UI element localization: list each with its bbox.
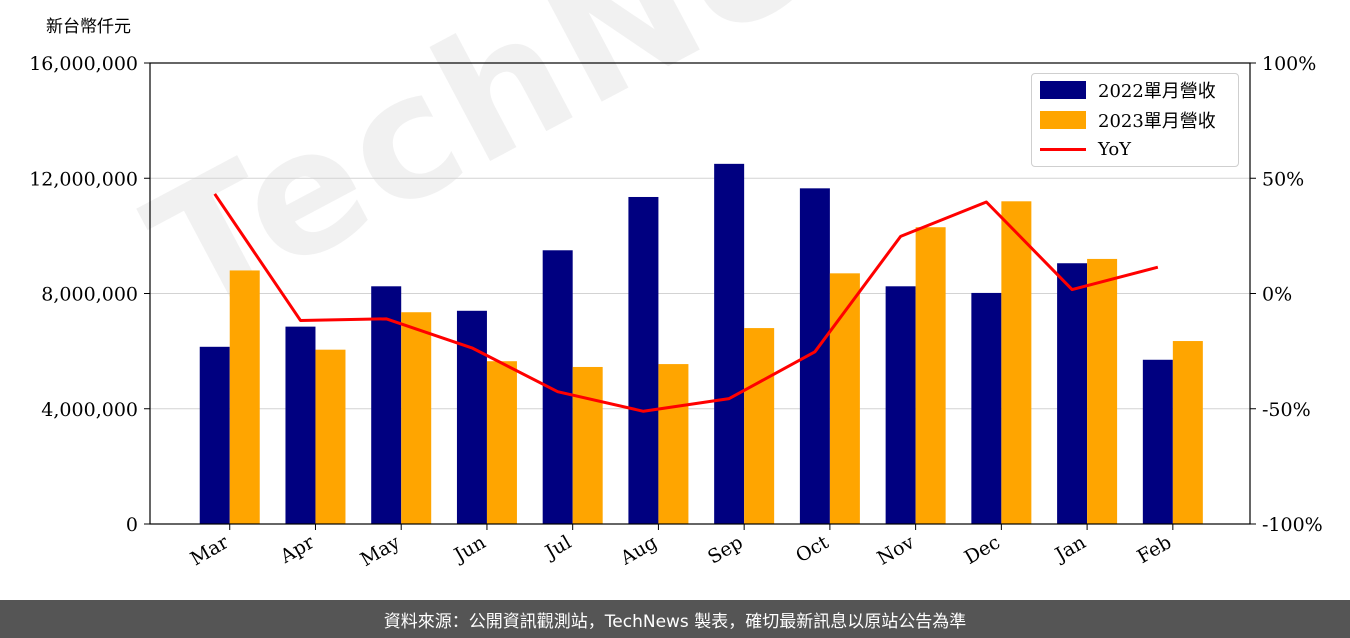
source-footer: 資料來源：公開資訊觀測站，TechNews 製表，確切最新訊息以原站公告為準 xyxy=(0,600,1350,638)
legend-swatch-2023 xyxy=(1040,111,1086,129)
bar-2022 xyxy=(199,346,230,524)
bar-2023 xyxy=(401,312,432,524)
bar-2022 xyxy=(885,286,916,524)
x-tick-label: May xyxy=(357,531,404,571)
legend-item-2022: 2022單月營收 xyxy=(1040,78,1216,102)
y2-tick-label: -50% xyxy=(1262,399,1311,421)
x-tick-label: Nov xyxy=(874,531,919,570)
y-tick-label: 16,000,000 xyxy=(29,53,138,75)
legend-line-yoy xyxy=(1040,147,1086,151)
y2-tick-label: -100% xyxy=(1262,514,1323,536)
bar-2023 xyxy=(572,366,603,524)
bar-2023 xyxy=(915,227,946,524)
bar-2022 xyxy=(1142,359,1173,524)
y-tick-label: 12,000,000 xyxy=(29,168,138,190)
bar-2022 xyxy=(714,163,745,524)
bar-2023 xyxy=(1001,201,1032,525)
legend-swatch-2022 xyxy=(1040,81,1086,99)
bar-2022 xyxy=(1057,263,1088,524)
y2-tick-label: 100% xyxy=(1262,53,1316,75)
y-tick-label: 0 xyxy=(126,514,138,536)
legend-item-2023: 2023單月營收 xyxy=(1040,108,1216,132)
bar-2023 xyxy=(1087,258,1118,524)
x-tick-label: Oct xyxy=(792,531,833,567)
revenue-chart: 0 4,000,000 8,000,000 12,000,000 16,000,000 -… xyxy=(29,53,1323,571)
x-tick-label: Jan xyxy=(1050,531,1090,567)
legend-label-2023: 2023單月營收 xyxy=(1098,111,1216,132)
x-tick-label: Feb xyxy=(1134,531,1176,568)
x-tick-label: Sep xyxy=(704,531,747,568)
bar-2023 xyxy=(229,270,260,524)
bar-2023 xyxy=(1172,341,1203,524)
bar-2022 xyxy=(628,196,659,524)
bar-2022 xyxy=(371,286,402,524)
bar-2023 xyxy=(829,273,860,524)
y2-tick-label: 50% xyxy=(1262,168,1304,190)
x-tick-label: Jul xyxy=(540,531,575,564)
x-tick-label: Apr xyxy=(276,531,319,568)
legend-label-2022: 2022單月營收 xyxy=(1098,81,1216,102)
x-tick-label: Mar xyxy=(187,531,233,570)
y-axis-unit-label: 新台幣仟元 xyxy=(46,17,131,37)
bar-2023 xyxy=(744,328,775,524)
x-tick-label: Jun xyxy=(449,531,490,567)
legend-label-yoy: YoY xyxy=(1098,138,1132,160)
x-tick-label: Aug xyxy=(616,531,661,570)
bar-2023 xyxy=(658,364,689,524)
bar-2022 xyxy=(971,292,1002,524)
x-tick-label: Dec xyxy=(961,531,1004,569)
legend: 2022單月營收 2023單月營收 YoY xyxy=(1031,73,1239,167)
legend-item-yoy: YoY xyxy=(1040,137,1131,161)
y-tick-label: 8,000,000 xyxy=(41,284,138,306)
y2-tick-label: 0% xyxy=(1262,284,1292,306)
bar-2023 xyxy=(486,361,517,524)
bar-2023 xyxy=(315,349,346,524)
yoy-line xyxy=(213,193,1159,413)
bar-2022 xyxy=(285,326,316,524)
y-tick-label: 4,000,000 xyxy=(41,399,138,421)
